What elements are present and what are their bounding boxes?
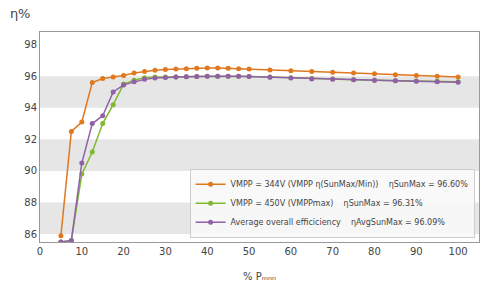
svg-text:94: 94 <box>24 102 37 113</box>
svg-text:86: 86 <box>24 229 37 240</box>
svg-text:98: 98 <box>24 39 37 50</box>
svg-text:Average overall efficiciency: Average overall efficiciency ηAvgSunMax … <box>231 218 446 227</box>
svg-text:88: 88 <box>24 197 37 208</box>
svg-text:96: 96 <box>24 71 37 82</box>
svg-text:40: 40 <box>201 246 214 257</box>
svg-text:30: 30 <box>159 246 172 257</box>
svg-text:10: 10 <box>75 246 88 257</box>
svg-text:% Pₘₙₙ: % Pₘₙₙ <box>243 271 276 282</box>
svg-text:20: 20 <box>117 246 130 257</box>
svg-text:60: 60 <box>284 246 297 257</box>
svg-text:90: 90 <box>24 165 37 176</box>
svg-text:0: 0 <box>37 246 43 257</box>
svg-text:90: 90 <box>410 246 423 257</box>
svg-text:η%: η% <box>10 6 31 21</box>
svg-text:50: 50 <box>243 246 256 257</box>
svg-text:100: 100 <box>449 246 468 257</box>
svg-text:92: 92 <box>24 134 37 145</box>
svg-text:VMPP = 344V (VMPP η(SunMax/Min: VMPP = 344V (VMPP η(SunMax/Min)) ηSunMax… <box>231 180 469 189</box>
svg-text:80: 80 <box>368 246 381 257</box>
svg-text:70: 70 <box>326 246 339 257</box>
svg-text:VMPP = 450V (VMPPmax) ηSunM: VMPP = 450V (VMPPmax) ηSunMax = 96.31% <box>231 199 423 208</box>
